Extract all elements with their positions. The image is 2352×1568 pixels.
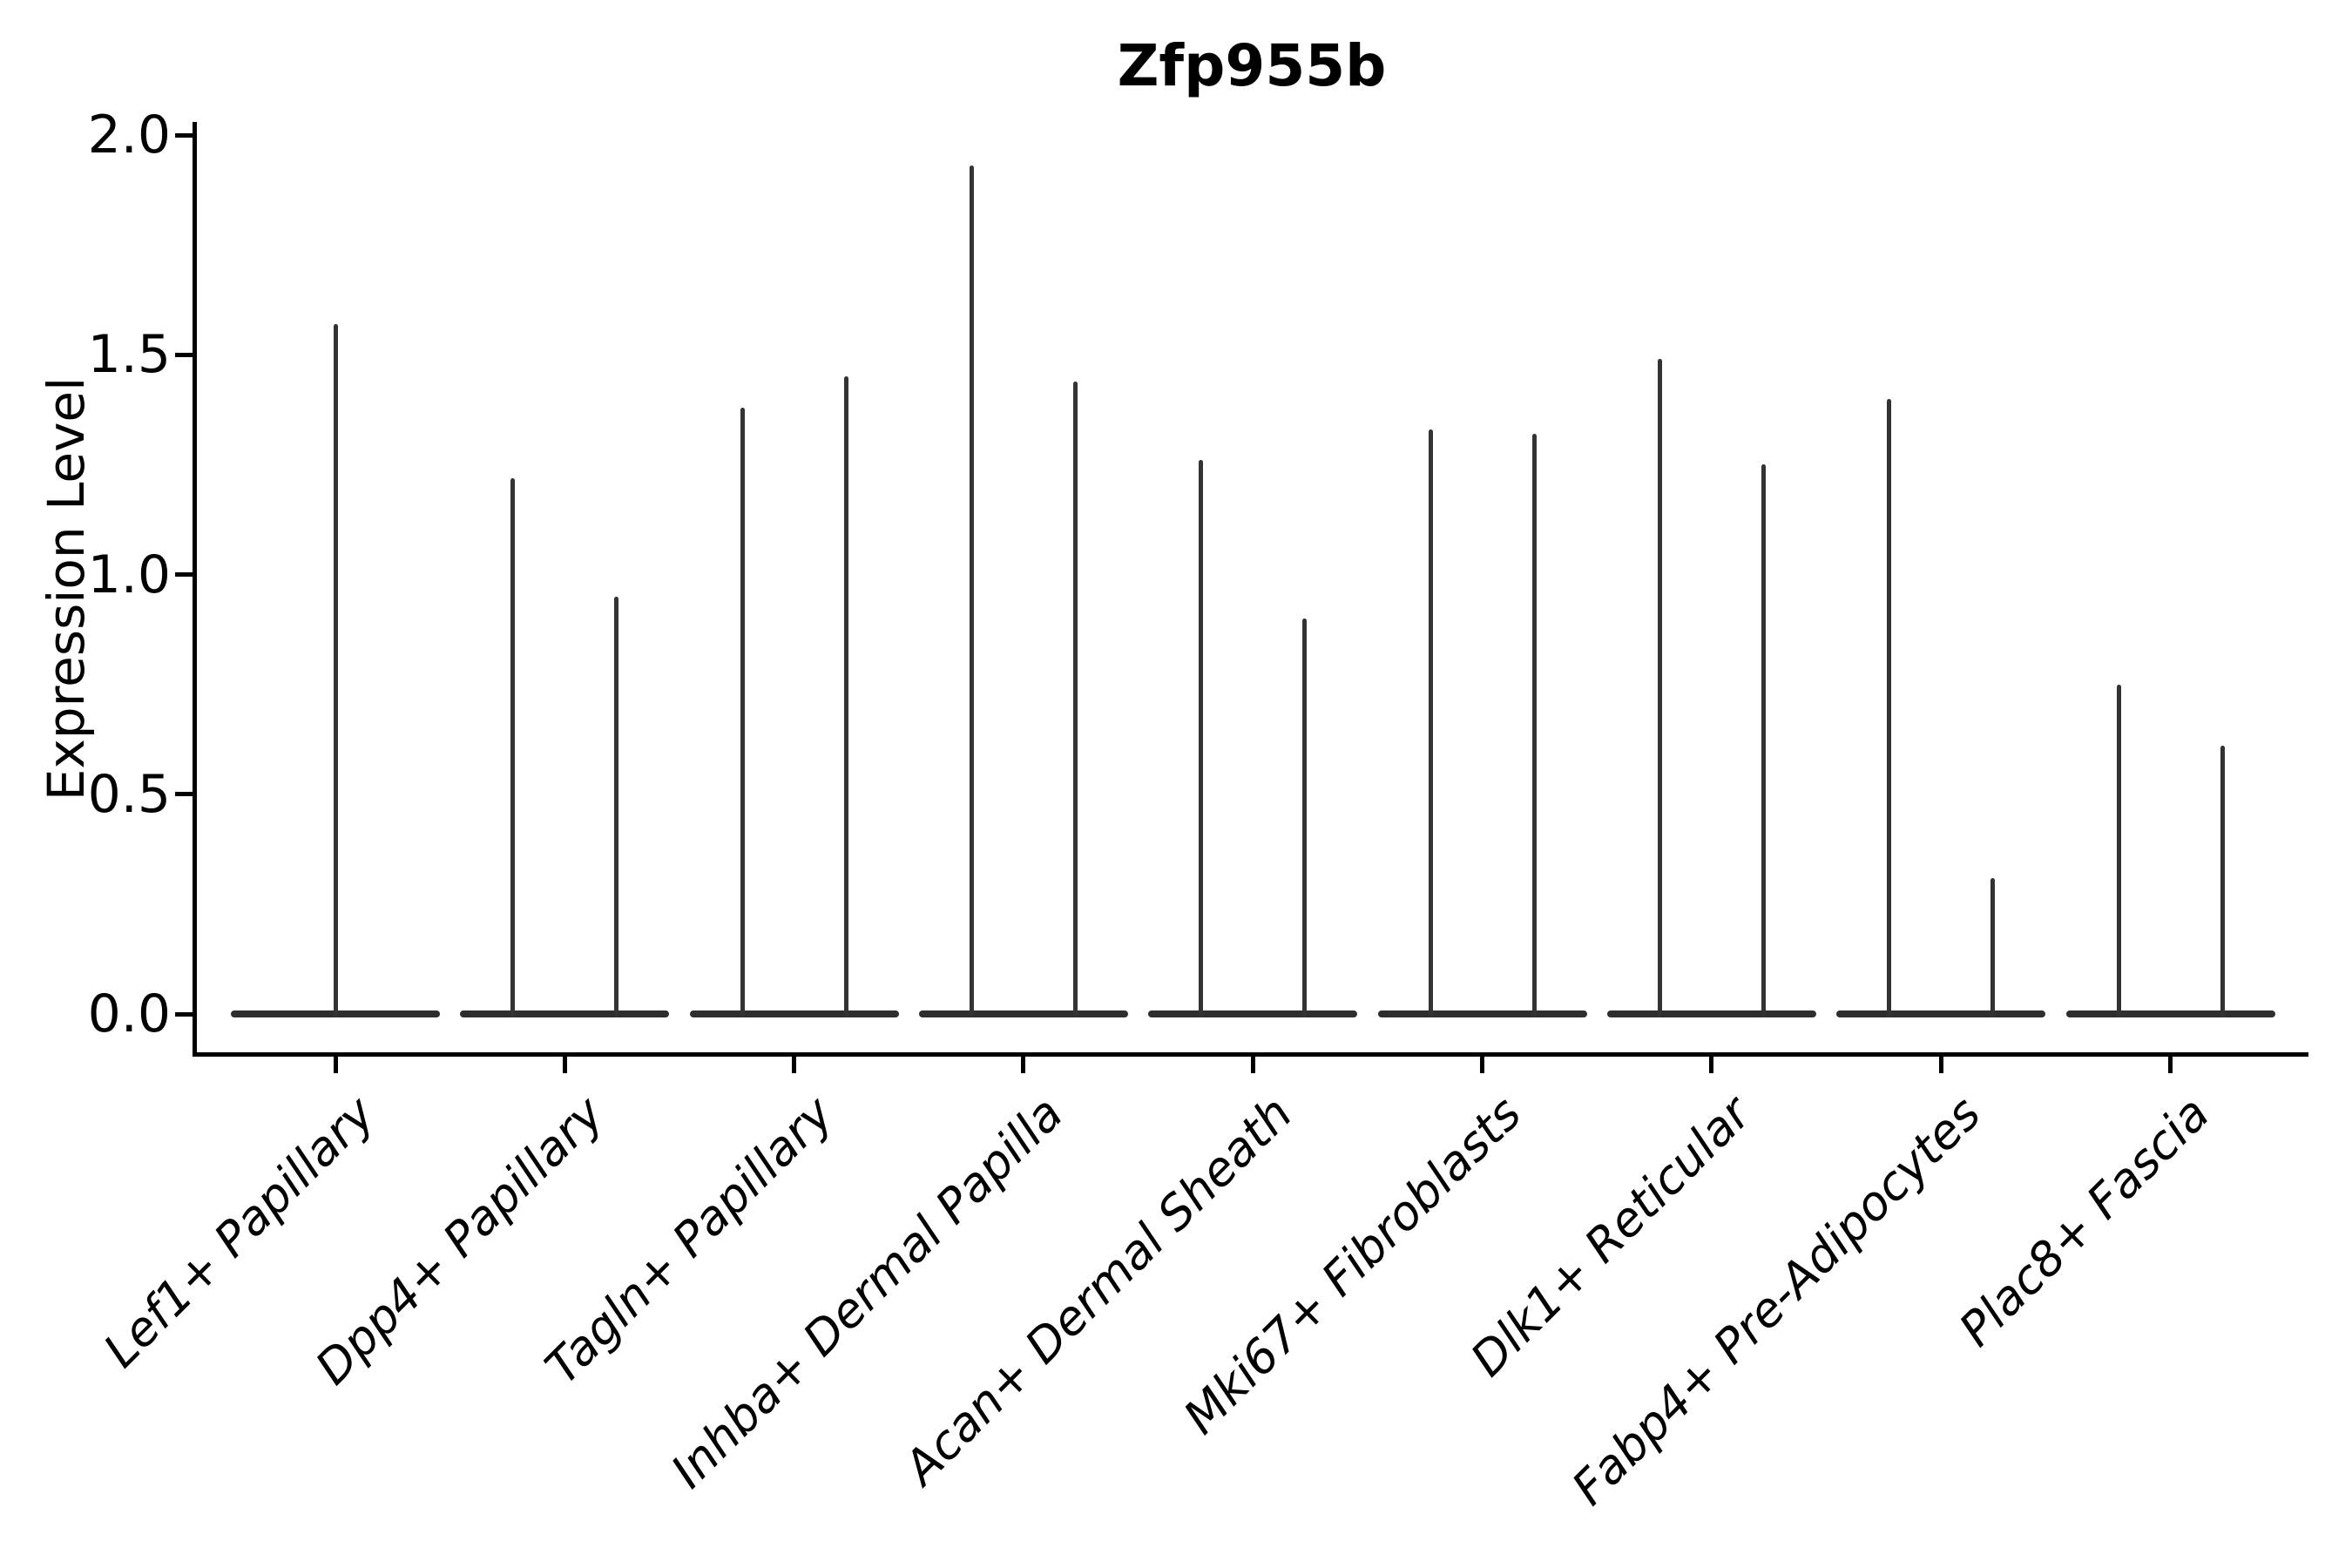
violin-spike	[843, 376, 848, 1017]
y-tick-mark	[175, 792, 193, 797]
violin-spike	[1887, 398, 1892, 1017]
y-tick-label: 1.5	[87, 324, 171, 386]
x-tick-label: Plac8+ Fascia	[1949, 1085, 2220, 1357]
x-tick-mark	[2168, 1057, 2173, 1073]
violin-spike	[1199, 460, 1204, 1017]
violin-base	[1148, 1010, 1358, 1017]
y-tick-label: 1.0	[87, 544, 171, 605]
violin-spike	[1657, 359, 1662, 1017]
x-tick-mark	[1709, 1057, 1714, 1073]
y-tick-mark	[175, 1011, 193, 1017]
violin-spike	[333, 323, 338, 1017]
x-tick-mark	[1021, 1057, 1026, 1073]
x-axis-spine	[193, 1052, 2308, 1057]
x-tick-label: Fabp4+ Pre-Adipocytes	[1560, 1085, 1991, 1516]
y-tick-mark	[175, 132, 193, 138]
x-tick-mark	[1480, 1057, 1485, 1073]
violin-spike	[969, 166, 974, 1017]
y-tick-mark	[175, 572, 193, 577]
violin-spike	[1428, 429, 1433, 1017]
violin-spike	[1072, 381, 1078, 1017]
violin-spike	[614, 596, 619, 1017]
y-tick-label: 0.5	[87, 763, 171, 825]
violin-base	[1377, 1010, 1587, 1017]
plot-title: Zfp955b	[1117, 32, 1387, 99]
violin-base	[689, 1010, 899, 1017]
violin-base	[1606, 1010, 1816, 1017]
y-tick-label: 0.0	[87, 983, 171, 1044]
y-tick-label: 2.0	[87, 105, 171, 166]
violin-base	[460, 1010, 670, 1017]
violin-spike	[2116, 684, 2121, 1017]
x-tick-mark	[792, 1057, 797, 1073]
x-tick-mark	[562, 1057, 567, 1073]
y-axis-spine	[193, 122, 197, 1057]
violin-spike	[1990, 877, 1996, 1017]
x-tick-label: Acan+ Dermal Sheath	[893, 1085, 1303, 1496]
violin-base	[2065, 1010, 2275, 1017]
violin-spike	[1531, 434, 1537, 1017]
x-tick-label: Inhba+ Dermal Papilla	[660, 1085, 1074, 1499]
x-tick-mark	[1250, 1057, 1255, 1073]
violin-base	[918, 1010, 1128, 1017]
violin-spike	[1302, 618, 1308, 1017]
x-tick-mark	[333, 1057, 338, 1073]
x-tick-mark	[1938, 1057, 1943, 1073]
violin-spike	[740, 407, 745, 1017]
y-tick-mark	[175, 352, 193, 357]
violin-spike	[2220, 746, 2225, 1017]
violin-spike	[1761, 464, 1766, 1017]
violin-base	[1836, 1010, 2046, 1017]
violin-spike	[510, 477, 516, 1017]
